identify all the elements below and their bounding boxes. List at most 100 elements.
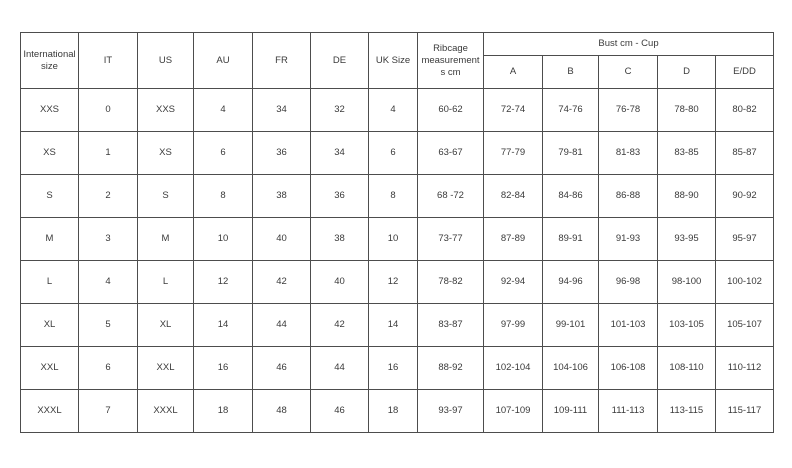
col-header-fr: FR <box>252 32 311 89</box>
size-chart-body: XXS 0 XXS 4 34 32 4 60-62 72-74 74-76 76-78 78-80 80… <box>20 88 775 433</box>
cell-l-ribcage: 78-82 <box>417 260 484 304</box>
cell-m-us: M <box>137 217 194 261</box>
cell-xxl-uk-size: 16 <box>368 346 418 390</box>
cell-xxs-cup-e-dd: 80-82 <box>714 88 775 132</box>
cell-xxs-cup-d: 78-80 <box>657 88 716 132</box>
cell-s-cup-a: 82-84 <box>483 174 543 218</box>
cell-l-us: L <box>137 260 194 304</box>
cell-s-cup-e-dd: 90-92 <box>714 174 775 218</box>
cell-m-cup-c: 91-93 <box>598 217 658 261</box>
col-header-de: DE <box>310 32 369 89</box>
cell-m-cup-d: 93-95 <box>657 217 716 261</box>
cell-xl-us: XL <box>137 303 194 347</box>
cell-xxs-cup-c: 76-78 <box>598 88 658 132</box>
cell-xs-cup-d: 83-85 <box>657 131 716 175</box>
cell-xxxl-uk-size: 18 <box>368 389 418 433</box>
cell-m-fr: 40 <box>252 217 311 261</box>
cell-m-au: 10 <box>193 217 253 261</box>
col-header-us: US <box>137 32 194 89</box>
header-row-cups: A B C D E/DD <box>21 55 775 89</box>
header-row-top: International size IT US AU FR DE UK Siz… <box>20 32 775 89</box>
cell-s-international-size: S <box>20 174 79 218</box>
cell-xl-de: 42 <box>310 303 369 347</box>
col-header-cup-b: B <box>542 55 599 89</box>
cell-xxs-ribcage: 60-62 <box>417 88 484 132</box>
cell-xxl-fr: 46 <box>252 346 311 390</box>
cell-m-it: 3 <box>78 217 138 261</box>
cell-xxl-cup-b: 104-106 <box>542 346 599 390</box>
col-header-international-size: International size <box>20 32 79 89</box>
cell-s-fr: 38 <box>252 174 311 218</box>
table-row-s: S 2 S 8 38 36 8 68 -72 82-84 84-86 86-88 88-90 90-92 <box>20 174 775 218</box>
cell-m-uk-size: 10 <box>368 217 418 261</box>
cell-xxl-cup-c: 106-108 <box>598 346 658 390</box>
cell-xs-us: XS <box>137 131 194 175</box>
col-header-ribcage: Ribcage measurements cm <box>417 32 484 89</box>
cell-xxxl-cup-b: 109-111 <box>542 389 599 433</box>
cell-l-cup-c: 96-98 <box>598 260 658 304</box>
cell-l-fr: 42 <box>252 260 311 304</box>
cell-xl-international-size: XL <box>20 303 79 347</box>
table-row-xs: XS 1 XS 6 36 34 6 63-67 77-79 79-81 81-83 83-85 85-8… <box>20 131 775 175</box>
cell-xxl-au: 16 <box>193 346 253 390</box>
cell-xl-uk-size: 14 <box>368 303 418 347</box>
cell-xxl-cup-d: 108-110 <box>657 346 716 390</box>
cell-xxs-cup-b: 74-76 <box>542 88 599 132</box>
cell-xxs-us: XXS <box>137 88 194 132</box>
cell-xxs-cup-a: 72-74 <box>483 88 543 132</box>
cell-xl-au: 14 <box>193 303 253 347</box>
cell-xxs-uk-size: 4 <box>368 88 418 132</box>
cell-l-uk-size: 12 <box>368 260 418 304</box>
cell-s-uk-size: 8 <box>368 174 418 218</box>
cell-xxxl-fr: 48 <box>252 389 311 433</box>
cell-l-de: 40 <box>310 260 369 304</box>
size-chart-header: International size IT US AU FR DE UK Siz… <box>20 32 775 89</box>
cell-xl-fr: 44 <box>252 303 311 347</box>
cell-s-cup-d: 88-90 <box>657 174 716 218</box>
cell-s-au: 8 <box>193 174 253 218</box>
cell-xl-cup-e-dd: 105-107 <box>714 303 775 347</box>
cell-s-us: S <box>137 174 194 218</box>
col-header-cup-a: A <box>483 55 543 89</box>
cell-xl-cup-d: 103-105 <box>657 303 716 347</box>
cell-m-international-size: M <box>20 217 79 261</box>
cell-m-cup-e-dd: 95-97 <box>714 217 775 261</box>
cell-xxxl-cup-e-dd: 115-117 <box>714 389 775 433</box>
table-row-xl: XL 5 XL 14 44 42 14 83-87 97-99 99-101 101-103 103-… <box>20 303 775 347</box>
col-header-cup-d: D <box>657 55 716 89</box>
cell-xs-ribcage: 63-67 <box>417 131 484 175</box>
cell-xs-cup-e-dd: 85-87 <box>714 131 775 175</box>
col-header-cup-c: C <box>598 55 658 89</box>
cell-xxxl-it: 7 <box>78 389 138 433</box>
cell-xs-it: 1 <box>78 131 138 175</box>
cell-m-ribcage: 73-77 <box>417 217 484 261</box>
cell-m-cup-a: 87-89 <box>483 217 543 261</box>
cell-xxs-it: 0 <box>78 88 138 132</box>
cell-xxl-cup-e-dd: 110-112 <box>714 346 775 390</box>
cell-s-it: 2 <box>78 174 138 218</box>
cell-l-cup-a: 92-94 <box>483 260 543 304</box>
cell-xxxl-international-size: XXXL <box>20 389 79 433</box>
table-row-xxxl: XXXL 7 XXXL 18 48 46 18 93-97 107-109 109-111 111-… <box>20 389 775 433</box>
cell-l-au: 12 <box>193 260 253 304</box>
cell-l-cup-e-dd: 100-102 <box>714 260 775 304</box>
cell-s-cup-b: 84-86 <box>542 174 599 218</box>
cell-l-international-size: L <box>20 260 79 304</box>
cell-xl-cup-b: 99-101 <box>542 303 599 347</box>
cell-xxl-us: XXL <box>137 346 194 390</box>
cell-xxxl-us: XXXL <box>137 389 194 433</box>
cell-xxxl-au: 18 <box>193 389 253 433</box>
cell-xxs-fr: 34 <box>252 88 311 132</box>
cell-xxs-au: 4 <box>193 88 253 132</box>
cell-l-cup-b: 94-96 <box>542 260 599 304</box>
cell-xs-cup-a: 77-79 <box>483 131 543 175</box>
cell-xs-de: 34 <box>310 131 369 175</box>
cell-m-de: 38 <box>310 217 369 261</box>
cell-xxl-de: 44 <box>310 346 369 390</box>
cell-m-cup-b: 89-91 <box>542 217 599 261</box>
cell-s-de: 36 <box>310 174 369 218</box>
col-header-it: IT <box>78 32 138 89</box>
cell-xxxl-ribcage: 93-97 <box>417 389 484 433</box>
col-header-bust-group: Bust cm - Cup <box>482 32 775 56</box>
